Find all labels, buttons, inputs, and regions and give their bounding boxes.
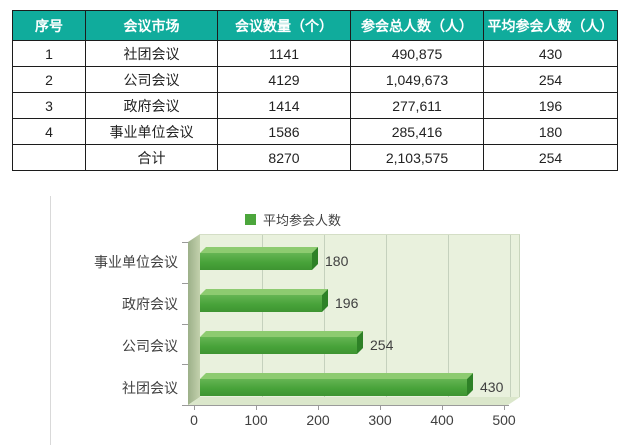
table-cell: 254 <box>483 144 618 171</box>
category-axis-tick <box>182 283 188 284</box>
bar-value-label: 180 <box>325 253 349 269</box>
x-axis-line <box>188 405 509 406</box>
summary-table-section: 序号 会议市场 会议数量（个） 参会总人数（人） 平均参会人数（人） 1 社团会议 1141… <box>12 10 618 171</box>
x-axis-tick <box>194 405 195 410</box>
category-axis-tick <box>182 242 188 243</box>
summary-table: 序号 会议市场 会议数量（个） 参会总人数（人） 平均参会人数（人） 1 社团会议 1141… <box>12 10 618 171</box>
category-axis-tick <box>182 364 188 365</box>
bar-end-cap <box>357 331 363 354</box>
table-row: 3 政府会议 1414 277,611 196 <box>12 92 618 119</box>
table-header-row: 序号 会议市场 会议数量（个） 参会总人数（人） 平均参会人数（人） <box>12 10 618 41</box>
table-cell: 1,049,673 <box>350 66 484 93</box>
legend-label: 平均参会人数 <box>263 213 342 228</box>
bar-front-face <box>200 337 357 354</box>
gridline <box>386 235 387 397</box>
table-header-cell: 会议市场 <box>85 10 218 41</box>
bar-end-cap <box>312 247 318 270</box>
table-cell: 2 <box>12 66 86 93</box>
x-axis-tick <box>504 405 505 410</box>
table-cell: 社团会议 <box>85 40 218 67</box>
chart-left-border <box>50 196 51 445</box>
bar-top-face <box>200 247 318 253</box>
table-cell: 180 <box>483 118 618 145</box>
table-cell: 8270 <box>217 144 351 171</box>
x-axis-label: 300 <box>368 412 392 428</box>
category-axis-tick <box>182 405 188 406</box>
gridline <box>510 235 511 397</box>
table-header-cell: 参会总人数（人） <box>350 10 484 41</box>
gridline <box>324 235 325 397</box>
chart-wall <box>188 234 200 405</box>
table-cell: 4 <box>12 118 86 145</box>
table-cell <box>12 144 86 171</box>
bar-end-cap <box>322 289 328 312</box>
table-cell: 285,416 <box>350 118 484 145</box>
table-cell: 公司会议 <box>85 66 218 93</box>
x-axis-label: 400 <box>430 412 454 428</box>
chart-floor <box>188 397 520 405</box>
bar <box>200 331 363 354</box>
table-cell: 277,611 <box>350 92 484 119</box>
table-header-cell: 会议数量（个） <box>217 10 351 41</box>
chart-legend: 平均参会人数 <box>245 210 341 229</box>
x-axis-label: 200 <box>306 412 330 428</box>
bar-value-label: 254 <box>370 337 394 353</box>
gridline <box>448 235 449 397</box>
x-axis-tick <box>256 405 257 410</box>
bar-front-face <box>200 295 322 312</box>
table-cell: 1141 <box>217 40 351 67</box>
chart: 平均参会人数 0 100 200 300 400 500 事业单位会议 180 政府会议 196 公… <box>0 190 637 447</box>
table-cell: 430 <box>483 40 618 67</box>
bar-top-face <box>200 373 473 379</box>
x-axis-label: 0 <box>190 412 198 428</box>
table-cell: 254 <box>483 66 618 93</box>
bar-front-face <box>200 379 467 396</box>
bar <box>200 247 318 270</box>
category-label: 政府会议 <box>122 296 178 312</box>
table-cell: 2,103,575 <box>350 144 484 171</box>
table-row: 2 公司会议 4129 1,049,673 254 <box>12 66 618 93</box>
category-label: 社团会议 <box>122 380 178 396</box>
x-axis-label: 500 <box>492 412 516 428</box>
category-label: 公司会议 <box>122 338 178 354</box>
bar-end-cap <box>467 373 473 396</box>
table-cell: 合计 <box>85 144 218 171</box>
bar <box>200 289 328 312</box>
table-header-cell: 平均参会人数（人） <box>483 10 618 41</box>
bar-front-face <box>200 253 312 270</box>
bar <box>200 373 473 396</box>
x-axis-tick <box>380 405 381 410</box>
table-row: 4 事业单位会议 1586 285,416 180 <box>12 118 618 145</box>
table-row: 1 社团会议 1141 490,875 430 <box>12 40 618 67</box>
table-cell: 196 <box>483 92 618 119</box>
category-axis-tick <box>182 324 188 325</box>
bar-top-face <box>200 331 363 337</box>
legend-swatch-icon <box>245 214 256 225</box>
table-header-cell: 序号 <box>12 10 86 41</box>
x-axis-tick <box>318 405 319 410</box>
table-cell: 4129 <box>217 66 351 93</box>
table-cell: 1586 <box>217 118 351 145</box>
table-cell: 3 <box>12 92 86 119</box>
table-body: 1 社团会议 1141 490,875 430 2 公司会议 4129 1,049,673 254… <box>12 40 618 171</box>
category-label: 事业单位会议 <box>94 254 178 270</box>
table-cell: 490,875 <box>350 40 484 67</box>
table-cell: 1 <box>12 40 86 67</box>
table-cell: 政府会议 <box>85 92 218 119</box>
bar-value-label: 196 <box>335 295 359 311</box>
bar-value-label: 430 <box>480 379 504 395</box>
bar-top-face <box>200 289 328 295</box>
x-axis-label: 100 <box>244 412 268 428</box>
table-cell: 事业单位会议 <box>85 118 218 145</box>
gridline <box>262 235 263 397</box>
x-axis-tick <box>442 405 443 410</box>
table-cell: 1414 <box>217 92 351 119</box>
table-row: 合计 8270 2,103,575 254 <box>12 144 618 171</box>
